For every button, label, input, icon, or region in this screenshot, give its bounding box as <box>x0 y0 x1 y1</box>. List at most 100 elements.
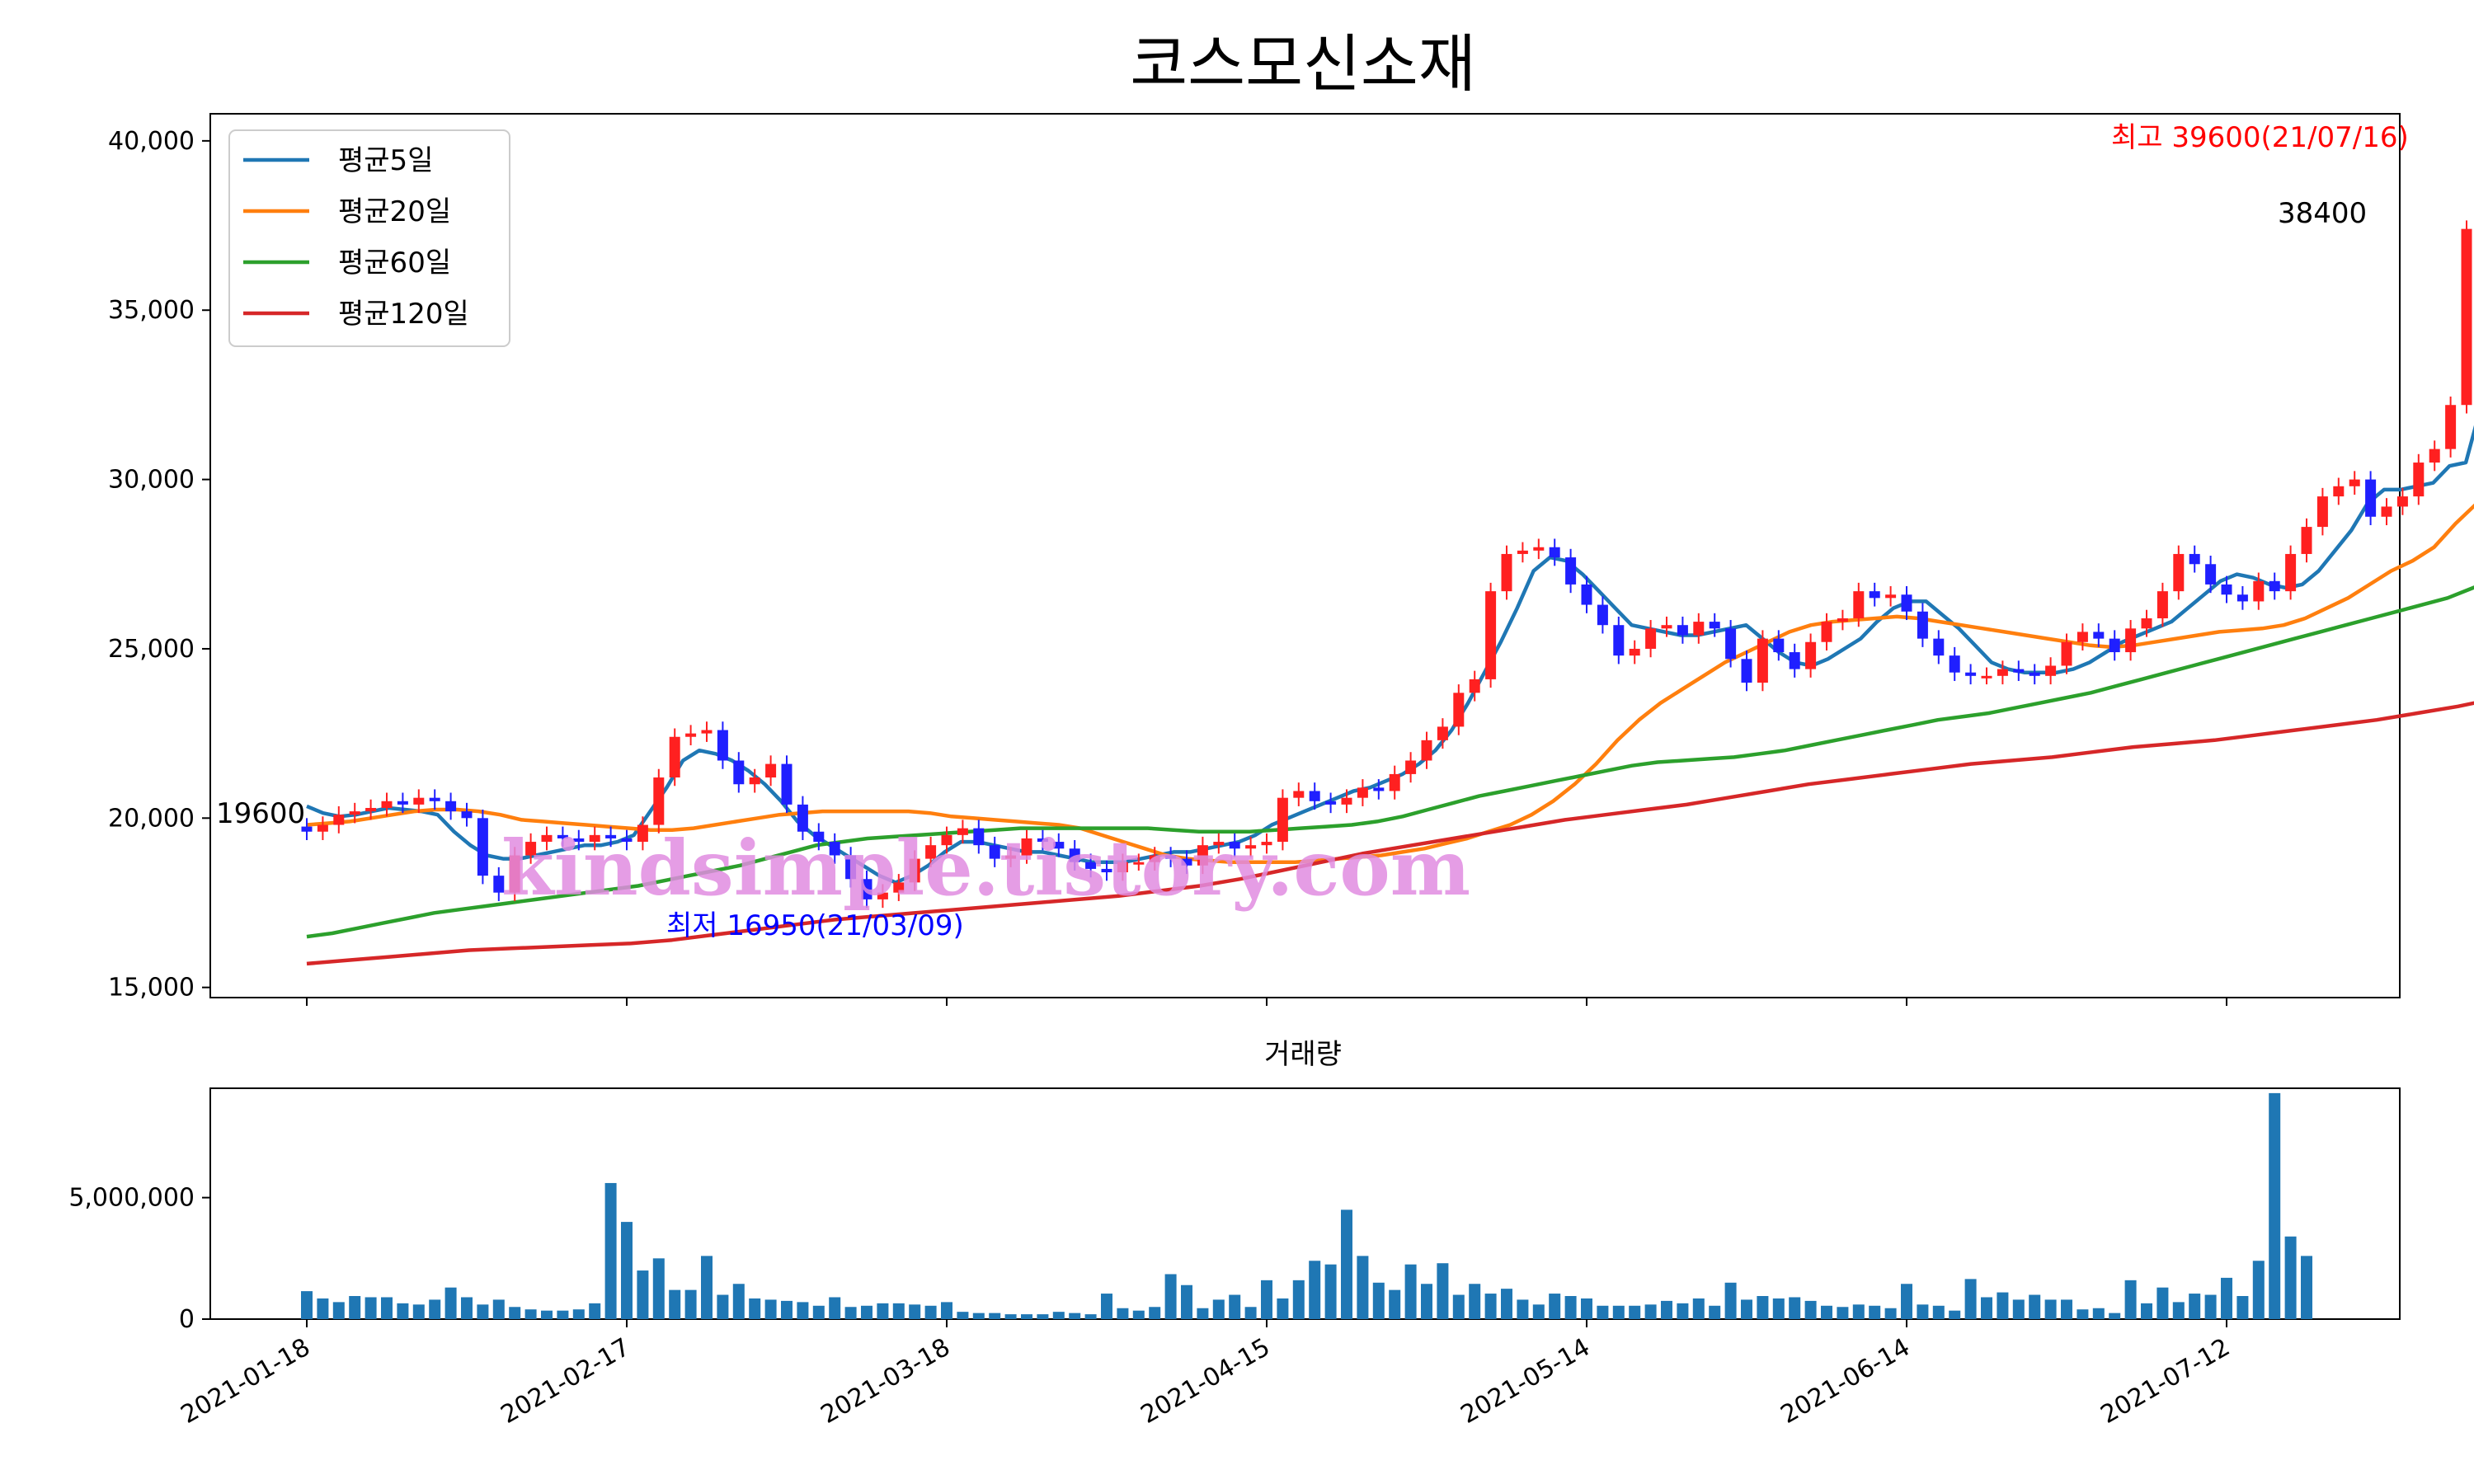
volume-bar <box>1069 1313 1081 1319</box>
candle-body <box>1213 842 1225 846</box>
volume-bar <box>1437 1263 1449 1319</box>
volume-bar <box>2044 1299 2057 1319</box>
candle-body <box>701 730 713 734</box>
candle-body <box>2157 591 2168 618</box>
candle-body <box>1805 641 1817 669</box>
candle-body <box>1533 547 1545 551</box>
volume-bar <box>1852 1304 1865 1319</box>
volume-bar <box>717 1294 729 1319</box>
candle-body <box>1261 842 1272 846</box>
volume-bar <box>1692 1298 1705 1319</box>
volume-bar <box>1884 1308 1897 1319</box>
candle-body <box>1197 845 1208 866</box>
watermark: kindsimple.tistory.com <box>501 824 1470 913</box>
candle-body <box>365 807 377 812</box>
candle-body <box>669 736 680 778</box>
candle-body <box>1117 862 1128 873</box>
candle-body <box>1837 618 1848 622</box>
volume-bar <box>1484 1294 1497 1319</box>
candle-body <box>1501 553 1512 592</box>
volume-bar <box>684 1289 697 1319</box>
volume-bar <box>1772 1298 1785 1319</box>
candle-body <box>2125 628 2137 653</box>
candle-body <box>1229 842 1240 849</box>
candle-body <box>1597 604 1608 626</box>
candle-body <box>2445 405 2457 449</box>
candle-body <box>1677 625 1688 636</box>
candle-body <box>1309 791 1320 801</box>
candle-body <box>893 882 905 893</box>
volume-bar <box>1629 1305 1641 1319</box>
candle-body <box>2109 638 2120 653</box>
volume-bar <box>541 1310 553 1319</box>
volume-bar <box>781 1300 793 1319</box>
volume-bar <box>749 1298 761 1319</box>
xtick-label: 2021-07-12 <box>2096 1333 2235 1430</box>
candle-body <box>1245 845 1257 849</box>
candle-body <box>381 801 393 808</box>
volume-bar <box>1612 1305 1625 1319</box>
candle-body <box>2301 527 2312 554</box>
volume-bar <box>317 1298 329 1319</box>
candle-body <box>1709 622 1720 629</box>
price-ytick-label: 25,000 <box>108 635 195 664</box>
volume-bar <box>1517 1299 1529 1319</box>
volume-bar <box>1357 1256 1369 1319</box>
volume-bar <box>1501 1289 1512 1319</box>
volume-bar <box>2172 1302 2185 1319</box>
volume-bar <box>2141 1303 2152 1319</box>
candle-body <box>1997 669 2008 676</box>
volume-bar <box>2284 1236 2297 1319</box>
volume-bar <box>1117 1308 1129 1319</box>
volume-bar <box>412 1304 425 1319</box>
candle-body <box>685 733 697 737</box>
candle-body <box>2061 641 2072 666</box>
volume-bar <box>1341 1209 1352 1319</box>
volume-bar <box>1821 1305 1832 1319</box>
volume-bar <box>1229 1294 1241 1319</box>
price-panel-frame <box>209 113 2401 998</box>
volume-bar <box>797 1302 809 1319</box>
candle-body <box>461 811 473 819</box>
volume-bar <box>844 1307 857 1319</box>
candle-body <box>637 824 648 843</box>
price-ytick-label: 15,000 <box>108 974 195 1003</box>
volume-bar <box>572 1309 585 1319</box>
candle-body <box>941 834 952 846</box>
xtick-label: 2021-02-17 <box>496 1333 635 1430</box>
candle-body <box>2205 564 2217 585</box>
volume-bar <box>1997 1292 2009 1319</box>
volume-bar <box>637 1270 649 1319</box>
volume-bar <box>1677 1303 1689 1319</box>
candle-body <box>1757 638 1768 683</box>
candle-body <box>605 834 617 838</box>
candle-body <box>1853 591 1865 618</box>
volume-bar <box>1804 1300 1817 1319</box>
volume-bar <box>301 1291 313 1319</box>
candle-body <box>2365 479 2377 517</box>
candle-body <box>1949 655 1960 673</box>
volume-bar <box>2252 1261 2265 1319</box>
candle-body <box>1373 787 1385 791</box>
candlestick-series <box>301 220 2472 909</box>
candle-body <box>2333 486 2345 497</box>
volume-bar <box>2092 1308 2105 1319</box>
candle-body <box>1581 584 1592 605</box>
candle-body <box>2013 669 2025 673</box>
candle-body <box>1277 797 1288 843</box>
candle-body <box>2236 594 2248 602</box>
volume-bar <box>2157 1287 2169 1319</box>
candle-body <box>989 845 1000 859</box>
volume-bar <box>332 1302 345 1319</box>
volume-bar <box>1644 1304 1657 1319</box>
candle-body <box>1101 868 1112 873</box>
volume-bar <box>1709 1305 1721 1319</box>
candle-body <box>1085 862 1097 869</box>
volume-bar <box>1389 1289 1401 1319</box>
volume-bar <box>2236 1296 2249 1319</box>
candle-body <box>557 834 568 838</box>
xtick-label: 2021-03-18 <box>816 1333 955 1430</box>
volume-bar <box>381 1297 393 1319</box>
volume-bar <box>1741 1299 1752 1319</box>
candle-body <box>797 804 808 832</box>
